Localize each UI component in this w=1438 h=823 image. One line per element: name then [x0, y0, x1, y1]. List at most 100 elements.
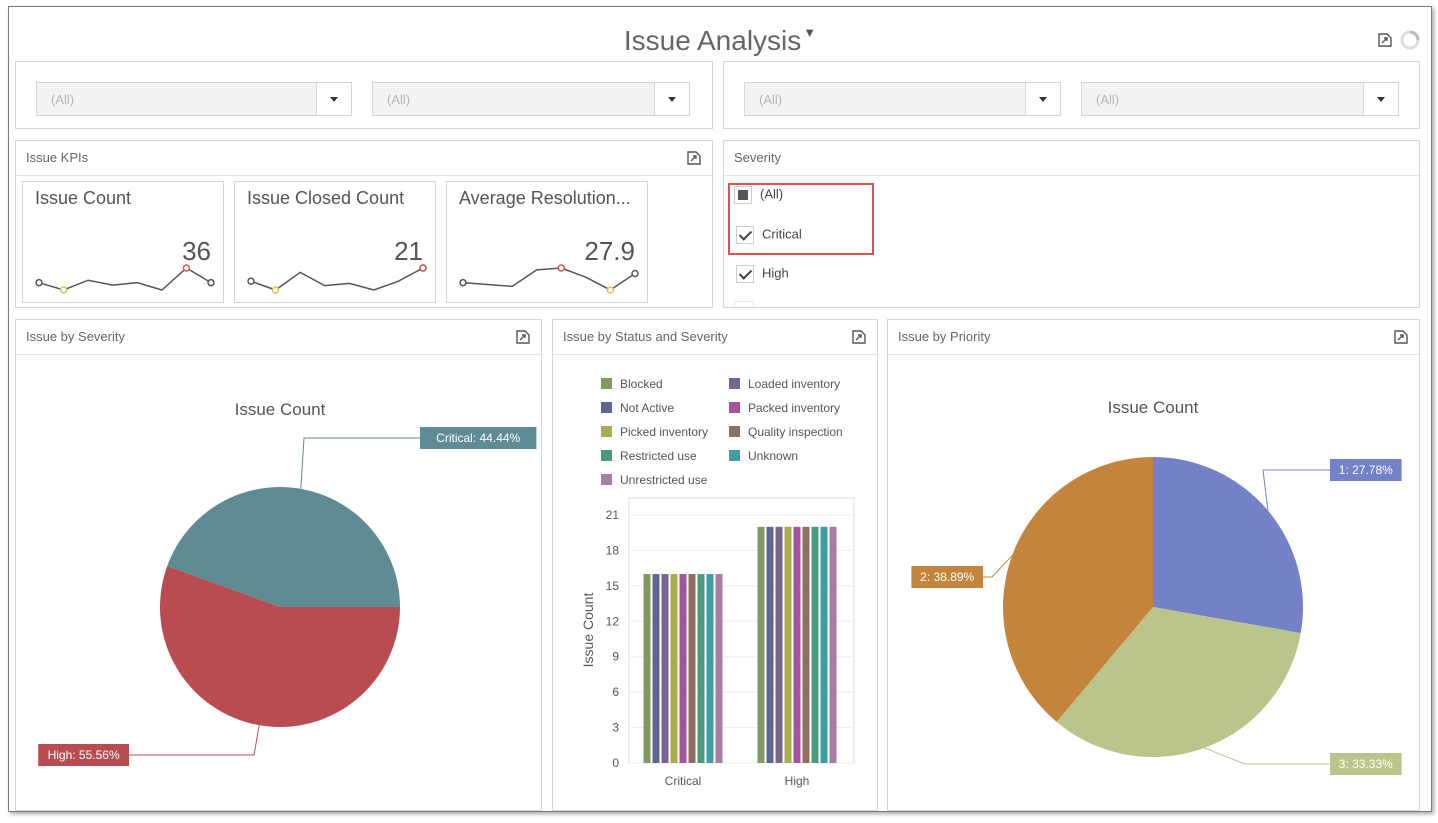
bar-blocked: [643, 574, 651, 763]
pie-slice-1: [1153, 457, 1303, 634]
legend-label: Picked inventory: [620, 425, 708, 439]
legend-swatch: [601, 426, 612, 437]
export-icon[interactable]: [1377, 32, 1393, 48]
legend-label: Unknown: [748, 449, 798, 463]
export-icon[interactable]: [851, 329, 867, 345]
kpi-card-average-resolution[interactable]: Average Resolution... 27.9: [446, 181, 648, 303]
dropdown-button[interactable]: [1025, 83, 1060, 115]
sparkline-point: [247, 277, 255, 285]
chevron-down-icon: [1039, 97, 1047, 102]
sparkline-point: [207, 278, 215, 287]
kpi-card-issue-count[interactable]: Issue Count 36: [22, 181, 224, 303]
legend-swatch: [729, 426, 740, 437]
checkbox-checked[interactable]: [736, 226, 754, 244]
pie-leader-line: [1204, 747, 1330, 765]
sparkline-point: [271, 286, 280, 294]
y-tick-label: 3: [612, 721, 619, 735]
dropdown-button[interactable]: [654, 83, 689, 115]
filter-combo-3[interactable]: (All): [744, 82, 1061, 116]
pie-data-label: 1: 27.78%: [1339, 463, 1393, 477]
pie-data-label-box: [911, 566, 983, 588]
chevron-down-icon: [668, 97, 676, 102]
filter-combo-1[interactable]: (All): [36, 82, 352, 116]
legend-label: Not Active: [620, 401, 674, 415]
severity-panel-title: Severity: [734, 150, 781, 165]
y-tick-label: 21: [606, 508, 620, 522]
chart-title: Issue Count: [235, 400, 326, 419]
pie-data-label-box: [38, 744, 130, 766]
severity-item-critical[interactable]: Critical: [736, 226, 802, 244]
pie-data-label: Critical: 44.44%: [436, 431, 520, 445]
issue-by-priority-panel: Issue by Priority Issue Count 1: 27.78% 3:…: [887, 319, 1420, 811]
sparkline-line: [462, 267, 636, 291]
sparkline-point: [631, 269, 639, 278]
kpi-panel-title: Issue KPIs: [26, 150, 89, 165]
severity-item-all[interactable]: (All): [734, 186, 783, 204]
pie-slice-high: [160, 565, 400, 727]
chevron-down-icon: [1377, 97, 1385, 102]
pie-data-label-box: [420, 427, 537, 449]
pie-data-label: High: 55.56%: [48, 748, 120, 762]
priority-pie-chart: Issue Count 1: 27.78% 3: 33.33% 2: 38.89%: [911, 398, 1402, 775]
export-icon[interactable]: [686, 150, 702, 166]
bar-packed-inventory: [679, 574, 687, 763]
legend-label: Unrestricted use: [620, 473, 708, 487]
sparkline: [35, 264, 215, 294]
bar-packed-inventory: [793, 526, 801, 763]
sparkline-point: [419, 264, 427, 272]
filter-panel-left: (All) (All): [15, 61, 713, 129]
legend-label: Quality inspection: [748, 425, 843, 439]
loading-spinner-icon: [1400, 30, 1420, 50]
legend-label: Packed inventory: [748, 401, 840, 415]
sparkline-point: [59, 286, 68, 294]
checkbox-checked[interactable]: [736, 265, 754, 283]
filter-combo-4[interactable]: (All): [1081, 82, 1399, 116]
legend-swatch: [601, 474, 612, 485]
pie-data-label-box: [1330, 459, 1402, 481]
filter-combo-4-value: (All): [1096, 92, 1120, 107]
y-tick-label: 18: [606, 543, 620, 557]
bar-unrestricted-use: [829, 526, 837, 763]
dashboard-title-wrap: Issue Analysis ▼: [9, 25, 1431, 57]
filter-combo-1-value: (All): [51, 92, 75, 107]
bar-not-active: [652, 574, 660, 763]
y-tick-label: 15: [606, 579, 620, 593]
severity-item-high[interactable]: High: [736, 265, 789, 283]
dropdown-button[interactable]: [316, 83, 351, 115]
filter-combo-2[interactable]: (All): [372, 82, 690, 116]
issue-by-status-header: Issue by Status and Severity: [553, 320, 877, 355]
x-tick-label: High: [785, 774, 810, 788]
pie-leader-line: [1262, 469, 1330, 511]
legend-label: Blocked: [620, 377, 663, 391]
sparkline: [247, 264, 427, 294]
y-tick-label: 6: [612, 685, 619, 699]
bar-unknown: [706, 574, 714, 763]
severity-panel: Severity (All) Critical High: [723, 140, 1420, 308]
bar-restricted-use: [811, 526, 819, 763]
kpi-card-value: 27.9: [584, 236, 635, 266]
bar-quality-inspection: [688, 574, 696, 763]
severity-item-partially-visible: [734, 301, 754, 307]
issue-by-severity-header: Issue by Severity: [16, 320, 541, 355]
kpi-card-issue-closed-count[interactable]: Issue Closed Count 21: [234, 181, 436, 303]
x-tick-label: Critical: [665, 774, 702, 788]
severity-item-label: (All): [760, 186, 784, 202]
issue-by-severity-panel: Issue by Severity Issue Count Critical: 4…: [15, 319, 542, 811]
export-icon[interactable]: [1393, 329, 1409, 345]
sparkline-line: [250, 267, 424, 291]
bar-unrestricted-use: [715, 574, 723, 763]
legend-label: Restricted use: [620, 449, 697, 463]
dropdown-button[interactable]: [1363, 83, 1398, 115]
severity-item-label: Critical: [762, 226, 802, 242]
export-icon[interactable]: [515, 329, 531, 345]
bar-quality-inspection: [802, 526, 810, 763]
pie-slice-2: [1003, 457, 1153, 722]
status-bar-chart: Blocked Loaded inventory Not Active Packed …: [580, 377, 855, 788]
pie-data-label-box: [1330, 753, 1402, 775]
legend-swatch: [729, 402, 740, 413]
severity-item-label: High: [762, 265, 789, 281]
filter-funnel-icon[interactable]: ▼: [803, 25, 817, 40]
dashboard-window: Issue Analysis ▼ (All) (All) (All) (All) …: [8, 6, 1432, 812]
bar-not-active: [766, 526, 774, 763]
checkbox-partial[interactable]: [734, 186, 752, 204]
